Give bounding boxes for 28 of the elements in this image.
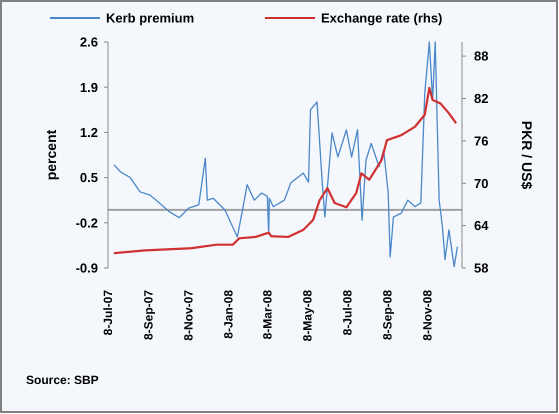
line-series xyxy=(113,41,458,268)
y2-axis-title: PKR / US$ xyxy=(519,120,535,190)
y-tick-label: -0.2 xyxy=(76,215,98,230)
line-series xyxy=(112,86,458,254)
y-axis-title: percent xyxy=(43,129,59,180)
y-tick-label: -0.9 xyxy=(76,260,98,276)
y-tick-label: 0.5 xyxy=(80,170,98,186)
legend-label: Exchange rate (rhs) xyxy=(321,10,442,26)
x-tick-label: 8-Sep-07 xyxy=(142,290,156,340)
x-tick-label: 8-Mar-08 xyxy=(260,290,275,340)
x-tick-label: 8-Jul-08 xyxy=(340,290,354,336)
x-tick-label: 8-Jul-07 xyxy=(101,290,116,336)
x-tick-label: 8-Sep-08 xyxy=(380,290,395,340)
source-note: Source: SBP xyxy=(26,373,99,387)
y2-tick-label: 58 xyxy=(474,260,488,276)
y2-tick-label: 64 xyxy=(474,218,490,234)
x-tick-label: 8-Nov-08 xyxy=(420,290,435,341)
y-tick-label: 2.6 xyxy=(80,34,98,50)
y2-tick-label: 82 xyxy=(474,91,488,106)
y2-tick-label: 76 xyxy=(474,133,488,148)
legend-label: Kerb premium xyxy=(106,10,194,26)
x-tick-label: 8-Jan-08 xyxy=(221,290,236,339)
x-tick-label: 8-Nov-07 xyxy=(182,290,196,341)
y2-tick-label: 88 xyxy=(474,48,488,64)
y2-tick-label: 70 xyxy=(474,176,488,191)
x-tick-label: 8-May-08 xyxy=(300,290,314,342)
y-tick-label: 1.2 xyxy=(80,124,98,140)
y-tick-label: 1.9 xyxy=(80,80,98,95)
